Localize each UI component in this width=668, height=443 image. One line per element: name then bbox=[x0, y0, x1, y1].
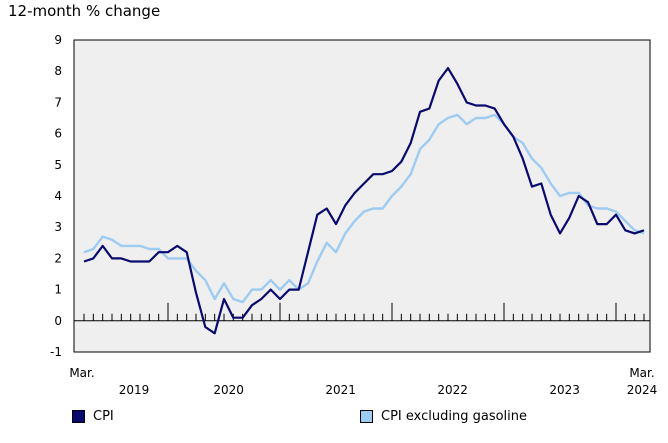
legend-swatch-cpi-excl-gasoline bbox=[360, 410, 373, 423]
legend-swatch-cpi bbox=[72, 410, 85, 423]
x-start-month-label: Mar. bbox=[69, 366, 94, 380]
plot-frame bbox=[73, 39, 651, 353]
legend-cpi-excl-gasoline: CPI excluding gasoline bbox=[360, 409, 527, 424]
y-tick-label: 0 bbox=[54, 314, 62, 328]
series-layer bbox=[83, 66, 645, 335]
y-tick-label: 9 bbox=[54, 33, 62, 47]
axes-layer: -1 0 1 2 3 4 5 6 7 8 9 Mar. Mar. 2024 2019 2020 2021 2022… bbox=[50, 33, 657, 397]
x-year-label: 2023 bbox=[549, 383, 580, 397]
y-tick-label: 3 bbox=[54, 220, 62, 234]
x-end-month-label: Mar. bbox=[629, 366, 654, 380]
y-tick-label: 6 bbox=[54, 127, 62, 141]
legend-cpi: CPI bbox=[72, 409, 114, 424]
y-axis-title: 12-month % change bbox=[8, 2, 161, 20]
x-end-year-label: 2024 bbox=[627, 383, 658, 397]
y-tick-label: 2 bbox=[54, 251, 62, 265]
x-year-label: 2022 bbox=[437, 383, 468, 397]
legend-label-cpi: CPI bbox=[93, 409, 114, 424]
plot-area bbox=[74, 40, 650, 352]
y-tick-label: -1 bbox=[50, 345, 62, 359]
series-line-cpi-excl-gasoline bbox=[83, 113, 645, 304]
x-year-label: 2021 bbox=[325, 383, 356, 397]
legend-label-cpi-excl-gasoline: CPI excluding gasoline bbox=[381, 409, 528, 424]
y-tick-label: 8 bbox=[54, 64, 62, 78]
y-tick-label: 4 bbox=[54, 189, 62, 203]
y-tick-label: 5 bbox=[54, 158, 62, 172]
y-tick-label: 7 bbox=[54, 95, 62, 109]
x-year-label: 2019 bbox=[119, 383, 150, 397]
x-year-label: 2020 bbox=[213, 383, 244, 397]
series-line-cpi bbox=[83, 66, 645, 335]
y-tick-label: 1 bbox=[54, 283, 62, 297]
